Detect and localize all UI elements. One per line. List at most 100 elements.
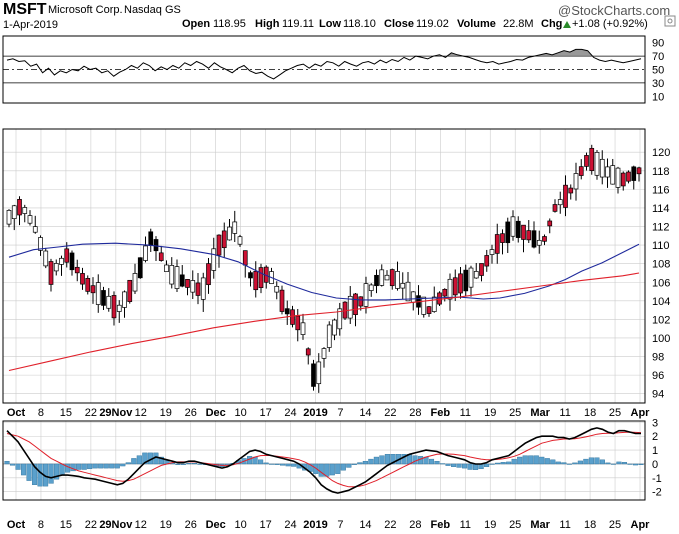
macd-histogram-bar (473, 463, 479, 470)
candle-body (290, 309, 295, 325)
candle-body (458, 273, 463, 294)
close-value: 119.02 (416, 18, 449, 30)
x-tick-label: 12 (135, 407, 147, 419)
x-tick-label: Oct (7, 407, 26, 419)
macd-histogram-bar (274, 463, 280, 465)
candle-body (368, 284, 374, 291)
x-tick-label: 14 (359, 407, 371, 419)
price-tick-label: 98 (652, 352, 664, 364)
macd-histogram-bar (351, 463, 357, 465)
chg-value: +1.08 (+0.92%) (572, 18, 648, 30)
macd-histogram-bar (357, 462, 363, 465)
candle-body (90, 285, 96, 294)
chg-label: Chg (541, 18, 563, 30)
macd-histogram-bar (445, 463, 451, 466)
price-tick-label: 104 (652, 296, 670, 308)
candle-body (479, 263, 484, 276)
x-tick-label: Dec (206, 407, 226, 419)
macd-histogram-bar (191, 463, 198, 465)
candle-body (484, 255, 490, 267)
macd-line (6, 427, 641, 494)
candle-body (431, 296, 437, 312)
candle-body (69, 252, 75, 271)
x-tick-label: Dec (206, 519, 226, 531)
x-tick-label: 22 (384, 407, 396, 419)
macd-histogram-bar (566, 463, 572, 465)
candle-body (17, 199, 22, 216)
high-label: High (255, 18, 280, 30)
volume-value: 22.8M (503, 18, 534, 30)
candle-body (521, 224, 526, 240)
candle-body (169, 265, 175, 285)
candle-body (127, 279, 133, 302)
macd-histogram-bar (528, 455, 534, 465)
x-tick-label: 7 (337, 519, 343, 531)
rsi-tick-label: 50 (652, 65, 664, 77)
candle-body (363, 283, 369, 307)
macd-histogram-bar (329, 463, 335, 476)
candle-body (64, 248, 70, 263)
macd-tick-label: 1 (652, 445, 658, 457)
price-tick-label: 116 (652, 184, 670, 196)
candle-body (248, 272, 253, 279)
macd-histogram-bar (456, 463, 462, 468)
rsi-line (6, 48, 642, 80)
macd-histogram-bar (467, 463, 473, 470)
candle-body (405, 281, 411, 302)
candle-body (494, 234, 500, 254)
x-tick-label: 18 (584, 519, 596, 531)
price-tick-label: 100 (652, 333, 670, 345)
macd-panel: 3 2 1 0 -1 -2 (2, 417, 662, 501)
price-tick-label: 118 (652, 166, 670, 178)
x-tick-label: 26 (185, 407, 197, 419)
candle-body (153, 239, 159, 252)
candle-body (258, 267, 264, 288)
company-label: Microsoft Corp. (48, 4, 123, 16)
candle-body (353, 293, 358, 316)
macd-histogram-bar (258, 459, 264, 465)
candle-body (316, 361, 322, 385)
candle-body (85, 278, 91, 292)
candle-body (179, 274, 185, 287)
candle-body (468, 267, 474, 288)
macd-histogram-bar (522, 455, 528, 465)
candle-body (227, 226, 232, 241)
x-tick-label: 7 (337, 407, 343, 419)
macd-histogram-bar (439, 463, 446, 465)
x-tick-label: 17 (259, 407, 271, 419)
macd-histogram-bar (561, 462, 567, 465)
x-tick-label: 28 (409, 407, 421, 419)
macd-histogram-bar (550, 459, 556, 465)
macd-histogram-bar (368, 458, 374, 465)
macd-histogram-bar (65, 463, 71, 473)
candle-body (200, 277, 206, 300)
candle-body (111, 295, 117, 319)
macd-frame (2, 420, 646, 501)
x-tick-label: 18 (584, 407, 596, 419)
macd-histogram-bar (594, 457, 600, 465)
price-tick-label: 96 (652, 370, 664, 382)
macd-histogram-bar (577, 460, 583, 465)
macd-histogram-bar (186, 463, 192, 465)
candle-body (95, 282, 101, 305)
settings-gear-icon[interactable] (664, 15, 676, 27)
candle-body (515, 220, 521, 238)
x-tick-label: 2019 (303, 519, 327, 531)
macd-histogram-bar (263, 462, 269, 465)
macd-histogram-bar (87, 463, 93, 470)
macd-histogram-bar (544, 458, 550, 465)
candle-body (531, 230, 537, 248)
x-tick-label: Apr (631, 519, 651, 531)
candle-body (510, 216, 516, 237)
candle-body (463, 269, 469, 292)
candle-body (332, 319, 337, 336)
candle-body (389, 269, 395, 287)
x-tick-label: 10 (235, 519, 247, 531)
macd-histogram-bar (434, 460, 440, 465)
candle-body (174, 266, 180, 289)
price-tick-label: 114 (652, 203, 670, 215)
macd-histogram-bar (555, 461, 561, 465)
candle-body (305, 348, 311, 356)
